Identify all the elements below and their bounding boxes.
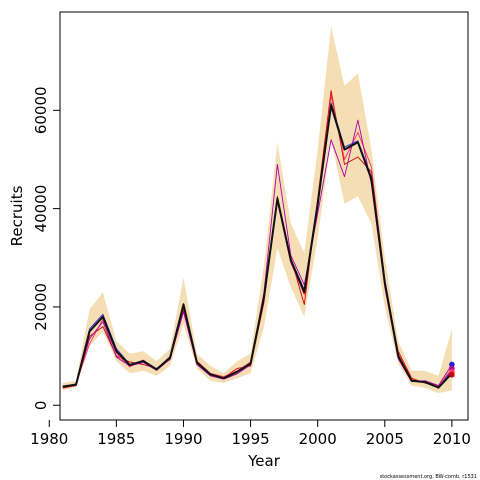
x-tick-label-1985: 1985: [97, 430, 135, 448]
footnote: stockassessment.org, BW-comb, r1531: [380, 474, 477, 480]
x-tick-label-1990: 1990: [164, 430, 202, 448]
x-axis: 1980 1985 1990 1995 2000 2005 2010: [30, 420, 471, 448]
x-tick-label-2000: 2000: [299, 430, 337, 448]
y-tick-label-20000: 20000: [32, 283, 50, 331]
endpoint-marker-0: [449, 361, 455, 368]
series-line-0: [62, 104, 453, 389]
y-tick-label-40000: 40000: [32, 185, 50, 233]
y-tick-label-0: 0: [32, 401, 50, 411]
x-tick-label-1995: 1995: [231, 430, 269, 448]
plot-area: [62, 26, 455, 393]
x-tick-label-2010: 2010: [433, 430, 471, 448]
x-tick-label-2005: 2005: [366, 430, 404, 448]
endpoint-marker-3: [449, 371, 455, 378]
y-tick-label-60000: 60000: [32, 86, 50, 134]
confidence-band: [62, 26, 452, 393]
y-axis: 0 20000 40000 60000: [32, 86, 60, 410]
y-axis-title: Recruits: [8, 185, 26, 246]
plot-frame: [59, 11, 469, 421]
x-tick-label-1980: 1980: [30, 430, 68, 448]
x-axis-title: Year: [247, 452, 281, 470]
